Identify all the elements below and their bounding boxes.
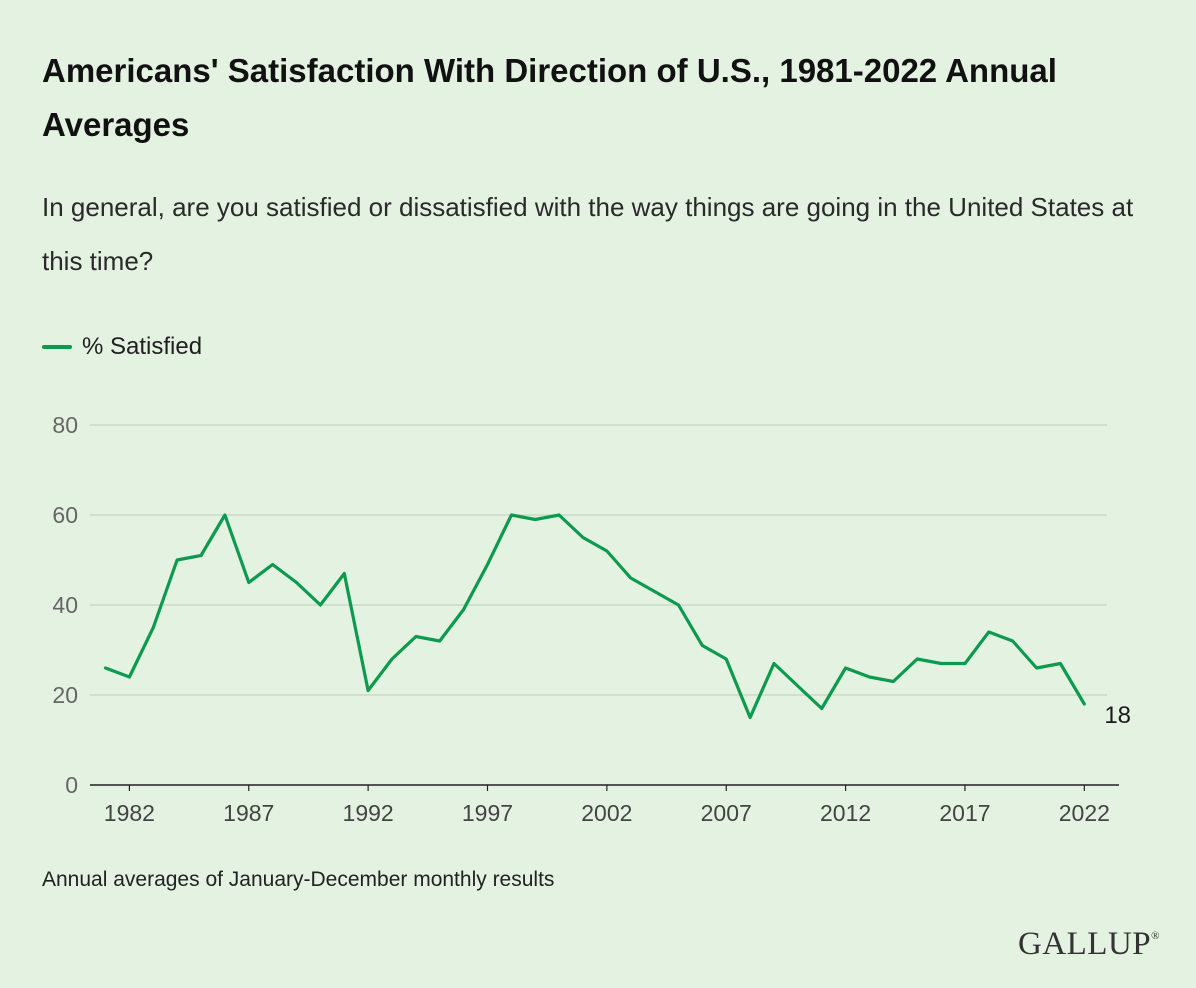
legend-label: % Satisfied: [82, 333, 203, 360]
data-point-2006: [701, 644, 704, 647]
data-point-2000: [558, 513, 561, 516]
data-point-2019: [1011, 639, 1014, 642]
data-point-2016: [939, 662, 942, 665]
data-point-1994: [414, 635, 417, 638]
chart-title: Americans' Satisfaction With Direction o…: [42, 52, 1057, 143]
data-point-1989: [295, 581, 298, 584]
data-point-1988: [271, 563, 274, 566]
chart-subtitle: In general, are you satisfied or dissati…: [42, 192, 1134, 276]
data-point-2008: [748, 716, 751, 719]
x-tick-label-2017: 2017: [939, 800, 990, 826]
end-value-label: 18: [1104, 702, 1131, 729]
data-point-2009: [772, 662, 775, 665]
x-tick-label-1982: 1982: [104, 800, 155, 826]
legend-swatch: [42, 345, 72, 349]
data-point-1982: [128, 675, 131, 678]
data-point-1985: [199, 554, 202, 557]
x-tick-label-2012: 2012: [820, 800, 871, 826]
data-point-1996: [462, 608, 465, 611]
data-point-2018: [987, 630, 990, 633]
data-point-2010: [796, 684, 799, 687]
data-point-1984: [176, 558, 179, 561]
data-point-1987: [247, 581, 250, 584]
legend: % Satisfied: [42, 330, 202, 364]
data-point-2015: [916, 657, 919, 660]
series-line-satisfied: [103, 513, 1086, 720]
data-point-1991: [343, 572, 346, 575]
data-point-2020: [1035, 666, 1038, 669]
x-tick-label-2007: 2007: [701, 800, 752, 826]
data-point-2021: [1059, 662, 1062, 665]
data-point-2005: [677, 603, 680, 606]
x-tick-label-2022: 2022: [1059, 800, 1110, 826]
y-tick-label-20: 20: [52, 682, 78, 708]
data-point-1995: [438, 639, 441, 642]
data-point-2022: [1083, 702, 1086, 705]
footnote: Annual averages of January-December mont…: [42, 868, 555, 891]
brand-name: GALLUP: [1017, 926, 1152, 962]
data-point-2014: [892, 680, 895, 683]
data-point-2011: [820, 707, 823, 710]
data-point-1981: [104, 666, 107, 669]
data-point-2001: [581, 536, 584, 539]
data-point-2017: [963, 662, 966, 665]
data-point-2007: [725, 657, 728, 660]
data-point-2003: [629, 576, 632, 579]
x-tick-label-1987: 1987: [223, 800, 274, 826]
x-tick-label-1997: 1997: [462, 800, 513, 826]
x-tick-label-2002: 2002: [581, 800, 632, 826]
data-point-1983: [152, 626, 155, 629]
y-tick-label-40: 40: [52, 592, 78, 618]
line-chart: 0 20 40 60 80 1982 1987 1992 1997 2002 2007 2012 201…: [52, 412, 1131, 826]
data-point-1992: [367, 689, 370, 692]
registered-mark: ®: [1151, 930, 1160, 942]
data-point-1997: [486, 563, 489, 566]
data-point-1998: [510, 513, 513, 516]
data-point-1990: [319, 603, 322, 606]
data-point-1986: [223, 513, 226, 516]
y-tick-label-0: 0: [65, 772, 78, 798]
data-point-2004: [653, 590, 656, 593]
data-point-1993: [390, 657, 393, 660]
data-point-2013: [868, 675, 871, 678]
data-point-1999: [534, 518, 537, 521]
data-point-2002: [605, 549, 608, 552]
gallup-logo: GALLUP®: [1018, 926, 1160, 963]
x-tick-label-1992: 1992: [343, 800, 394, 826]
y-tick-label-60: 60: [52, 502, 78, 528]
data-point-2012: [844, 666, 847, 669]
y-tick-label-80: 80: [52, 412, 78, 438]
